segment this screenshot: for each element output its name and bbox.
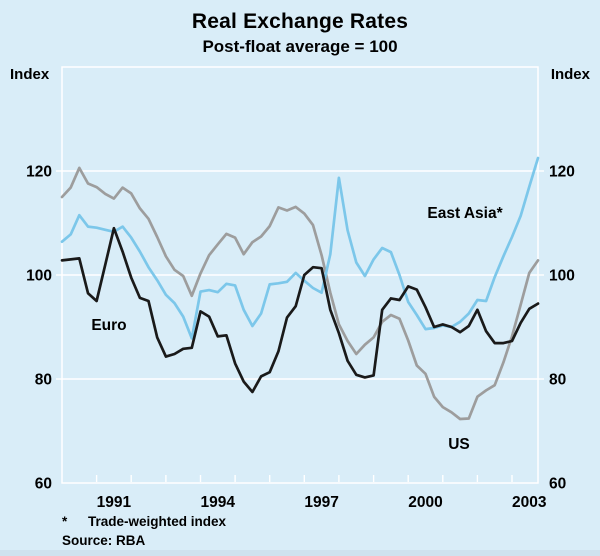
series-label-east-asia: East Asia* <box>427 205 503 222</box>
series-line-east-asia <box>60 156 540 340</box>
x-tick-label: 1991 <box>97 494 132 511</box>
series-label-us: US <box>448 436 470 453</box>
y-tick-label-right: 100 <box>549 268 575 285</box>
y-tick-label-right: 80 <box>549 372 566 389</box>
footnote: * Trade-weighted index <box>62 514 542 529</box>
series-line-euro <box>60 226 540 394</box>
y-tick-label-left: 100 <box>26 268 52 285</box>
y-axis-unit-right: Index <box>550 66 590 83</box>
x-tick-label: 2000 <box>408 494 442 511</box>
x-tick-label: 1994 <box>201 494 236 511</box>
y-tick-label-left: 60 <box>35 476 52 493</box>
source-note: Source: RBA <box>62 533 146 548</box>
chart-subtitle: Post-float average = 100 <box>202 37 398 56</box>
y-tick-label-right: 120 <box>549 164 575 181</box>
y-tick-label-left: 120 <box>26 164 52 181</box>
x-tick-label: 2003 <box>512 494 547 511</box>
y-tick-label-right: 60 <box>549 476 566 493</box>
footnote-marker: * <box>62 514 68 529</box>
series-label-euro: Euro <box>91 317 126 334</box>
x-tick-label: 1997 <box>304 494 338 511</box>
footnote-text: Trade-weighted index <box>88 514 227 529</box>
series-line-us <box>60 166 540 421</box>
chart-title: Real Exchange Rates <box>191 10 409 33</box>
y-tick-label-left: 80 <box>35 372 52 389</box>
page-edge-band <box>0 550 600 556</box>
y-axis-unit-left: Index <box>10 66 50 83</box>
